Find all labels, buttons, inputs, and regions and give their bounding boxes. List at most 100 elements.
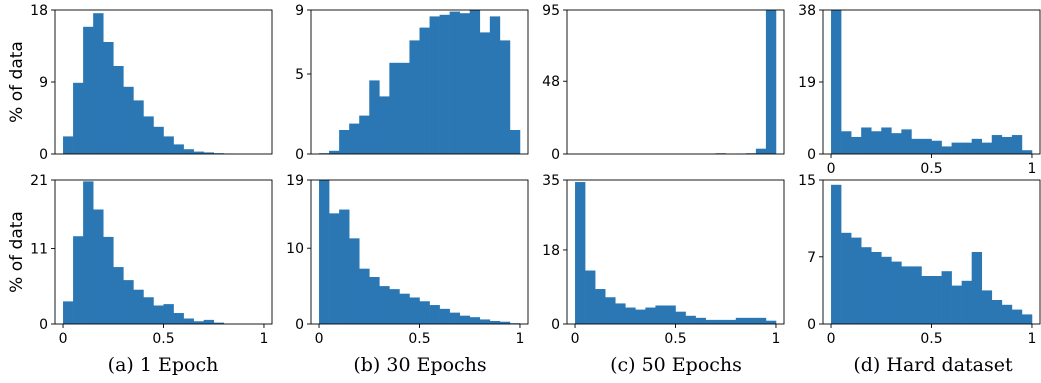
histogram-bar: [861, 247, 872, 324]
histogram-bar: [379, 286, 390, 324]
histogram-bar: [349, 123, 360, 154]
histogram-bar: [133, 289, 144, 324]
histogram-bar: [991, 300, 1003, 324]
histogram-bar: [901, 266, 912, 324]
histogram-bar: [1011, 309, 1023, 324]
histogram-bar: [921, 276, 932, 324]
histogram-bar: [851, 136, 862, 154]
histogram-bar: [575, 182, 586, 324]
histogram-bar: [459, 13, 471, 155]
y-tick-label: 5: [295, 67, 304, 83]
histogram-bar: [971, 252, 983, 324]
histogram-bar: [193, 321, 204, 324]
histogram-bar: [931, 140, 942, 154]
histogram-bar: [449, 11, 460, 154]
histogram-bar: [459, 315, 471, 324]
x-tick-label: 0.5: [152, 331, 174, 347]
histogram-bar: [831, 10, 842, 154]
histogram-bar: [419, 27, 430, 155]
histogram-bar: [509, 130, 521, 154]
histogram-bar: [1021, 314, 1033, 324]
histogram-bar: [1011, 135, 1023, 154]
histogram-bar: [1021, 150, 1033, 154]
histogram-bar: [73, 82, 84, 154]
histogram-bar: [635, 309, 646, 324]
histogram-bar: [469, 317, 481, 324]
histogram-bar: [429, 305, 440, 324]
x-tick-label: 0.5: [920, 331, 942, 347]
histogram-bar: [123, 280, 134, 324]
histogram-bar: [369, 277, 380, 324]
histogram-bar: [615, 303, 626, 324]
y-tick-label: 0: [807, 147, 816, 163]
histogram-bar: [479, 32, 491, 154]
y-tick-label: 48: [542, 74, 560, 90]
histogram-bar: [911, 266, 922, 324]
chart-panel-6: 0 10 19 0 0.5 1: [286, 173, 529, 347]
histogram-bar: [173, 313, 184, 324]
histogram-bar: [329, 150, 340, 154]
histogram-bar: [891, 261, 902, 324]
histogram-bar: [63, 136, 74, 154]
histogram-bar: [143, 297, 154, 324]
histogram-bar: [831, 184, 842, 324]
histogram-bar: [359, 115, 370, 154]
x-tick-label: 0.5: [408, 331, 430, 347]
y-tick-label: 11: [30, 242, 48, 258]
histogram-bar: [941, 146, 952, 154]
y-tick-label: 0: [295, 147, 304, 163]
histogram-bar: [213, 322, 225, 324]
histogram-bar: [489, 320, 501, 324]
caption-b: (b) 30 Epochs: [353, 354, 487, 376]
y-tick-label: 10: [286, 241, 304, 257]
axes-frame: [310, 9, 529, 155]
histogram-bar: [861, 127, 872, 154]
histogram-bar: [83, 26, 94, 154]
histogram-bar: [183, 318, 194, 324]
y-tick-label: 7: [807, 250, 816, 266]
histogram-bar: [339, 209, 350, 324]
y-tick-label: 0: [551, 147, 560, 163]
y-tick-label: 0: [39, 317, 48, 333]
histogram-bar: [841, 131, 852, 154]
y-tick-label: 0: [39, 147, 48, 163]
histogram-bar: [961, 280, 972, 324]
histogram-bar: [133, 100, 144, 154]
histogram-bar: [419, 301, 430, 324]
histogram-bar: [379, 96, 390, 154]
y-tick-label: 19: [286, 173, 304, 189]
histogram-bar: [605, 297, 616, 324]
axes-frame: [822, 9, 1041, 155]
chart-panel-4: 0 19 38 0 0.5 1: [798, 3, 1041, 177]
histogram-bar: [595, 289, 606, 324]
histogram-bar: [93, 13, 104, 155]
histogram-bar: [901, 129, 912, 154]
chart-panel-5: 0 11 21 0 0.5 1: [30, 173, 273, 347]
x-tick-label: 1: [1028, 161, 1037, 177]
histogram-bar: [625, 307, 636, 324]
caption-c: (c) 50 Epochs: [610, 354, 742, 376]
histogram-bar: [83, 181, 94, 324]
histogram-bar: [891, 133, 902, 154]
histogram-bar: [479, 319, 491, 324]
y-tick-label: 35: [542, 173, 560, 189]
histogram-bar: [951, 142, 962, 154]
histogram-bar: [113, 66, 124, 154]
histogram-bar: [705, 319, 716, 324]
ylabel-top-row: % of data: [7, 41, 27, 123]
histogram-bar: [951, 285, 962, 324]
axes-frame: [566, 9, 785, 155]
histogram-bar: [675, 311, 686, 324]
histogram-bar: [981, 290, 993, 324]
y-tick-label: 19: [798, 75, 816, 91]
x-tick-label: 0: [315, 331, 324, 347]
histogram-bar: [103, 42, 114, 154]
histogram-bar: [103, 236, 114, 324]
x-tick-label: 0: [827, 161, 836, 177]
histogram-bar: [399, 62, 410, 154]
histogram-bar: [439, 308, 450, 324]
histogram-bar: [871, 131, 882, 154]
histogram-bar: [981, 142, 993, 154]
histogram-bar: [489, 16, 501, 155]
